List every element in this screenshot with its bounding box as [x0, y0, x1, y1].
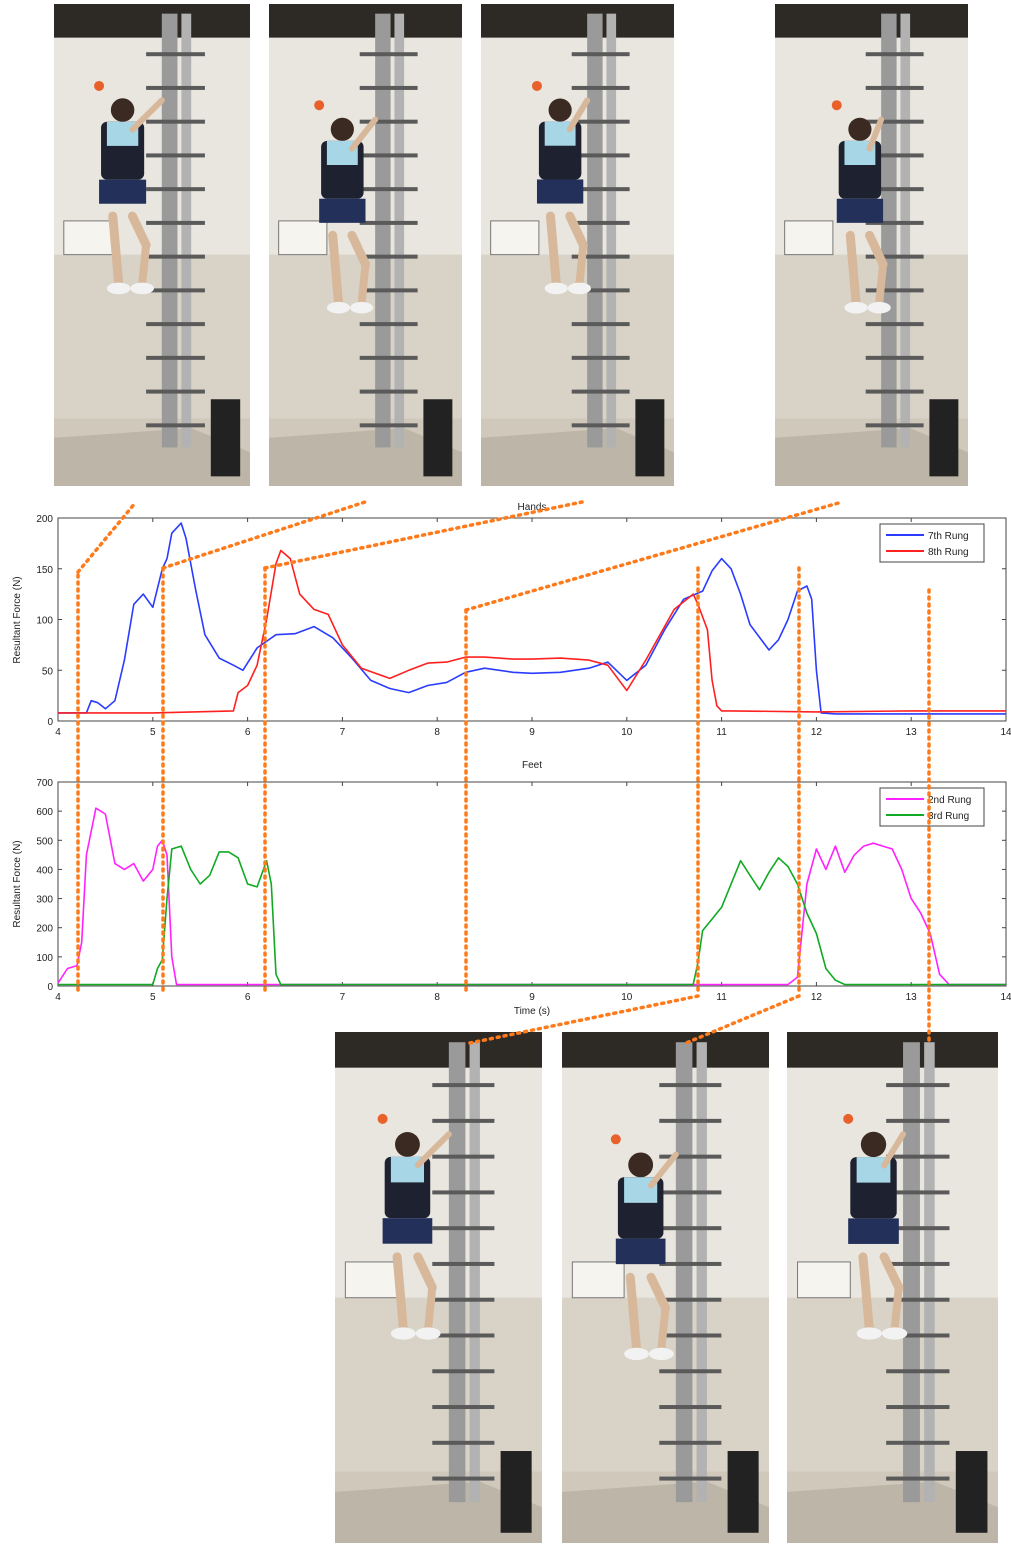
hands-x-tick-label: 7 — [340, 727, 346, 738]
feet-y-tick-label: 500 — [36, 836, 53, 847]
climber-photo-art — [481, 4, 674, 486]
feet-y-tick-label: 300 — [36, 895, 53, 906]
hands-y-tick-label: 100 — [36, 616, 53, 627]
event-marker-line — [468, 994, 700, 1045]
climber-figure — [531, 80, 592, 295]
feet-y-tick-label: 600 — [36, 807, 53, 818]
feet-x-tick-label: 9 — [529, 992, 535, 1003]
photo-scene — [54, 4, 250, 486]
climber-photo-top-4 — [775, 4, 968, 486]
feet-x-tick-label: 6 — [245, 992, 251, 1003]
hands-x-tick-label: 14 — [1000, 727, 1011, 738]
feet-y-tick-label: 700 — [36, 778, 53, 789]
hands-x-tick-label: 10 — [621, 727, 633, 738]
climber-figure — [314, 100, 379, 314]
climber-photo-art — [562, 1032, 769, 1543]
photo-scene — [335, 1032, 542, 1543]
hands-x-tick-label: 11 — [716, 727, 727, 738]
climber-figure — [831, 100, 891, 314]
hands-y-tick-label: 50 — [42, 666, 54, 677]
hands-x-tick-label: 5 — [150, 727, 156, 738]
climber-photo-art — [787, 1032, 998, 1543]
feet-y-tick-label: 0 — [47, 982, 53, 993]
feet-y-tick-label: 100 — [36, 953, 53, 964]
hands-y-tick-label: 200 — [36, 514, 53, 525]
hands-x-tick-label: 9 — [529, 727, 535, 738]
feet-x-tick-label: 5 — [150, 992, 156, 1003]
feet-series-line-3rd-rung — [58, 845, 1006, 986]
hands-series-line-8th-rung — [58, 549, 1006, 714]
hands-legend-label-8th: 8th Rung — [928, 547, 969, 558]
climber-photo-top-1 — [54, 4, 250, 486]
hands-x-tick-label: 8 — [434, 727, 440, 738]
climber-photo-bottom-2 — [562, 1032, 769, 1543]
climber-photo-bottom-3 — [787, 1032, 998, 1543]
climber-figure — [610, 1134, 679, 1361]
photo-scene — [775, 4, 968, 486]
feet-x-tick-label: 11 — [716, 992, 727, 1003]
hands-y-tick-label: 150 — [36, 565, 53, 576]
hands-x-tick-label: 12 — [811, 727, 823, 738]
hands-legend-box — [879, 523, 985, 563]
hands-x-tick-label: 4 — [55, 727, 61, 738]
climber-photo-bottom-1 — [335, 1032, 542, 1543]
hands-x-tick-label: 6 — [245, 727, 251, 738]
feet-legend-box — [879, 787, 985, 827]
climber-figure — [377, 1113, 452, 1340]
feet-chart: Feet Resultant Force (N) Time (s) 4 5 6 7 8 9… — [12, 760, 1011, 1017]
feet-x-tick-label: 7 — [340, 992, 346, 1003]
event-marker-line — [684, 994, 801, 1045]
feet-legend-label-3rd: 3rd Rung — [928, 811, 969, 822]
climber-photo-top-3 — [481, 4, 674, 486]
photo-scene — [787, 1032, 998, 1543]
hands-legend-label-7th: 7th Rung — [928, 531, 969, 542]
hands-legend: 7th Rung 8th Rung — [879, 523, 985, 563]
feet-x-axis-label: Time (s) — [514, 1006, 550, 1017]
climber-photo-art — [54, 4, 250, 486]
climber-photo-top-2 — [269, 4, 462, 486]
climber-photo-art — [269, 4, 462, 486]
photo-scene — [269, 4, 462, 486]
feet-chart-title: Feet — [522, 760, 542, 771]
event-marker-line — [161, 500, 367, 570]
hands-x-tick-label: 13 — [906, 727, 918, 738]
event-markers — [76, 500, 931, 1045]
event-marker-line — [263, 500, 584, 570]
photo-scene — [481, 4, 674, 486]
feet-x-tick-label: 12 — [811, 992, 823, 1003]
climber-figure — [843, 1113, 908, 1340]
feet-y-tick-label: 200 — [36, 924, 53, 935]
event-marker-line — [464, 500, 844, 612]
feet-legend-label-2nd: 2nd Rung — [928, 795, 971, 806]
feet-x-tick-label: 10 — [621, 992, 633, 1003]
feet-x-tick-label: 14 — [1000, 992, 1011, 1003]
feet-y-axis-label: Resultant Force (N) — [12, 840, 23, 927]
feet-y-tick-label: 400 — [36, 865, 53, 876]
climber-figure — [94, 80, 165, 295]
feet-x-tick-label: 4 — [55, 992, 61, 1003]
photo-scene — [562, 1032, 769, 1543]
feet-x-tick-label: 13 — [906, 992, 918, 1003]
feet-plot-frame — [57, 781, 1007, 987]
hands-plot-frame — [57, 517, 1007, 722]
feet-x-tick-label: 8 — [434, 992, 440, 1003]
climber-photo-art — [775, 4, 968, 486]
hands-y-tick-label: 0 — [47, 717, 53, 728]
climber-photo-art — [335, 1032, 542, 1543]
hands-chart-title: Hands — [518, 502, 547, 513]
event-marker-line — [76, 500, 138, 574]
hands-y-axis-label: Resultant Force (N) — [12, 576, 23, 663]
feet-legend: 2nd Rung 3rd Rung — [879, 787, 985, 827]
